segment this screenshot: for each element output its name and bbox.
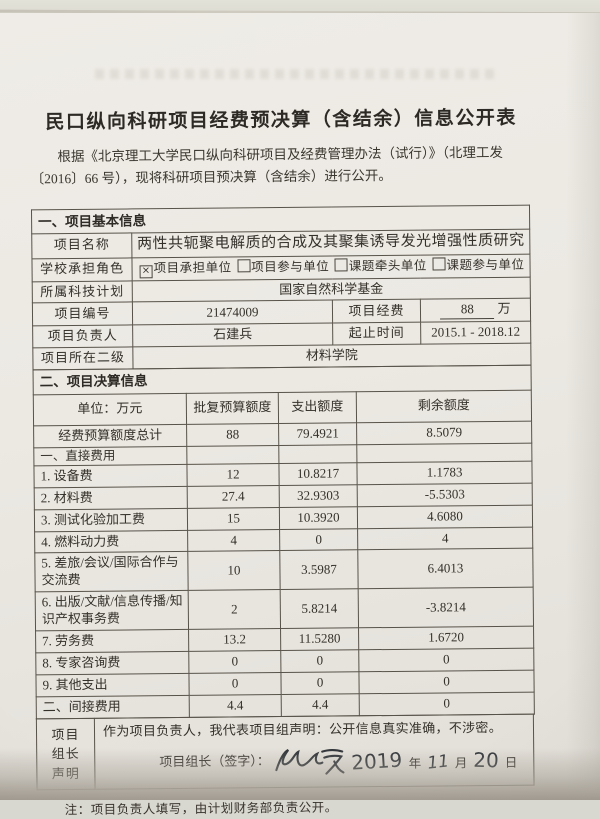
- row-approved: 4: [187, 529, 280, 552]
- role-label: 学校承担角色: [31, 257, 133, 282]
- row-spent: [278, 444, 357, 464]
- declaration-statement: 作为项目负责人，我代表项目组声明：公开信息真实准确，不涉密。: [102, 719, 503, 739]
- row-spent: 0: [279, 528, 358, 551]
- final-accounts-table: 二、项目决算信息 单位：万元 批复预算额度 支出额度 剩余额度 经费预算额度总计…: [33, 365, 535, 719]
- role-option-label: 项目参与单位: [251, 259, 330, 274]
- pi-label: 项目负责人: [32, 325, 133, 349]
- role-option: 课题参与单位: [430, 257, 525, 272]
- row-spent: 10.8217: [278, 462, 358, 486]
- row-approved: 4.4: [189, 694, 282, 717]
- row-approved: [186, 445, 279, 465]
- basic-info-table: 一、项目基本信息 项目名称 两性共轭聚电解质的合成及其聚集诱导发光增强性质研究 …: [31, 204, 532, 371]
- row-approved: 27.4: [187, 485, 280, 509]
- row-remaining: 4: [357, 526, 533, 551]
- role-option-label: 项目承担单位: [153, 260, 232, 275]
- row-label: 6. 出版/文献/信息传播/知识产权事务费: [35, 590, 189, 631]
- row-remaining: 6.4013: [357, 548, 534, 589]
- role-option-label: 课题牵头单位: [348, 258, 427, 273]
- table-row: 6. 出版/文献/信息传播/知识产权事务费 2 5.8214 -3.8214: [35, 587, 534, 631]
- funds-label: 项目经费: [332, 299, 421, 324]
- project-name-label: 项目名称: [31, 233, 132, 259]
- row-approved: 0: [188, 672, 282, 696]
- table-header-row: 单位：万元 批复预算额度 支出额度 剩余额度: [33, 389, 532, 426]
- paper-sheet: 民口纵向科研项目经费预决算（含结余）信息公开表 根据《北京理工大学民口纵向科研项…: [0, 13, 600, 817]
- col-header-unit: 单位：万元: [33, 393, 187, 426]
- program-label: 所属科技计划: [32, 280, 133, 304]
- row-remaining: 0: [358, 669, 535, 694]
- paper-right-shadow: [566, 13, 600, 800]
- row-approved: 10: [187, 550, 281, 591]
- page-title: 民口纵向科研项目经费预决算（含结余）信息公开表: [45, 107, 517, 134]
- row-spent: 5.8214: [280, 588, 359, 629]
- row-approved: 12: [186, 463, 280, 487]
- row-spent: 4.4: [281, 693, 360, 717]
- row-remaining: -3.8214: [358, 587, 534, 628]
- row-remaining: 0: [359, 691, 535, 716]
- form-content: 民口纵向科研项目经费预决算（含结余）信息公开表 根据《北京理工大学民口纵向科研项…: [30, 103, 539, 819]
- row-label: 1. 设备费: [33, 464, 188, 488]
- intro-paragraph: 根据《北京理工大学民口纵向科研项目及经费管理办法（试行）》（北理工发 〔2016…: [30, 142, 532, 191]
- role-option-label: 课题参与单位: [446, 257, 525, 272]
- funds-value: 88 万: [420, 298, 531, 323]
- row-remaining: 0: [358, 647, 534, 672]
- duration-label: 起止时间: [332, 322, 421, 346]
- row-label: 经费预算额度总计: [33, 424, 187, 448]
- row-label: 7. 劳务费: [35, 629, 189, 653]
- unchecked-checkbox-icon: [432, 257, 446, 271]
- unchecked-checkbox-icon: [237, 258, 251, 273]
- row-label: 2. 材料费: [34, 486, 188, 510]
- role-option: 课题牵头单位: [333, 257, 427, 273]
- row-spent: 79.4921: [278, 422, 357, 446]
- unchecked-checkbox-icon: [334, 257, 348, 272]
- project-no-value: 21474009: [132, 300, 333, 326]
- dept-label: 项目所在二级: [32, 347, 134, 371]
- col-header-remaining: 剩余额度: [356, 389, 532, 423]
- row-remaining: -5.5303: [357, 482, 533, 507]
- row-approved: 2: [188, 589, 281, 630]
- paper-bottom-shadow: [0, 748, 600, 800]
- row-label: 一、直接费用: [33, 445, 187, 466]
- row-spent: 32.9303: [279, 484, 358, 508]
- duration-value: 2015.1 - 2018.12: [420, 321, 531, 345]
- row-remaining: 1.6720: [358, 626, 534, 650]
- row-spent: 0: [280, 671, 360, 695]
- row-remaining: [356, 442, 532, 463]
- row-label: 4. 燃料动力费: [34, 529, 188, 554]
- row-label: 9. 其他支出: [35, 673, 190, 697]
- table-row: 5. 差旅/会议/国际合作与交流费 10 3.5987 6.4013: [34, 548, 534, 593]
- funds-amount: 88: [440, 301, 495, 320]
- row-spent: 11.5280: [280, 627, 359, 651]
- role-option: × 项目承担单位: [138, 260, 232, 278]
- declaration-label-line: 项目: [51, 726, 80, 742]
- checked-checkbox-icon: ×: [139, 264, 153, 278]
- intro-line-2: 〔2016〕66 号），现将科研项目预决算（含结余）进行公开。: [30, 168, 392, 187]
- row-remaining: 1.1783: [356, 460, 533, 485]
- col-header-spent: 支出额度: [278, 391, 357, 424]
- col-header-approved: 批复预算额度: [186, 392, 279, 425]
- row-spent: 10.3920: [279, 506, 358, 530]
- row-remaining: 4.6080: [357, 504, 533, 529]
- row-spent: 3.5987: [279, 550, 359, 590]
- funds-unit: 万: [497, 301, 511, 317]
- project-no-label: 项目编号: [32, 302, 133, 327]
- row-label: 8. 专家咨询费: [35, 651, 189, 675]
- row-label: 二、间接费用: [36, 695, 190, 719]
- pi-value: 石建兵: [132, 323, 333, 348]
- row-approved: 15: [187, 507, 280, 530]
- row-label: 3. 测试化验加工费: [34, 508, 188, 532]
- row-approved: 13.2: [188, 628, 281, 652]
- role-option: 项目参与单位: [235, 258, 330, 274]
- row-label: 5. 差旅/会议/国际合作与交流费: [34, 551, 189, 593]
- row-remaining: 8.5079: [356, 420, 532, 445]
- ink-bleed-through: [95, 69, 495, 79]
- row-spent: 0: [280, 649, 359, 673]
- row-approved: 88: [186, 423, 279, 446]
- row-approved: 0: [188, 650, 281, 674]
